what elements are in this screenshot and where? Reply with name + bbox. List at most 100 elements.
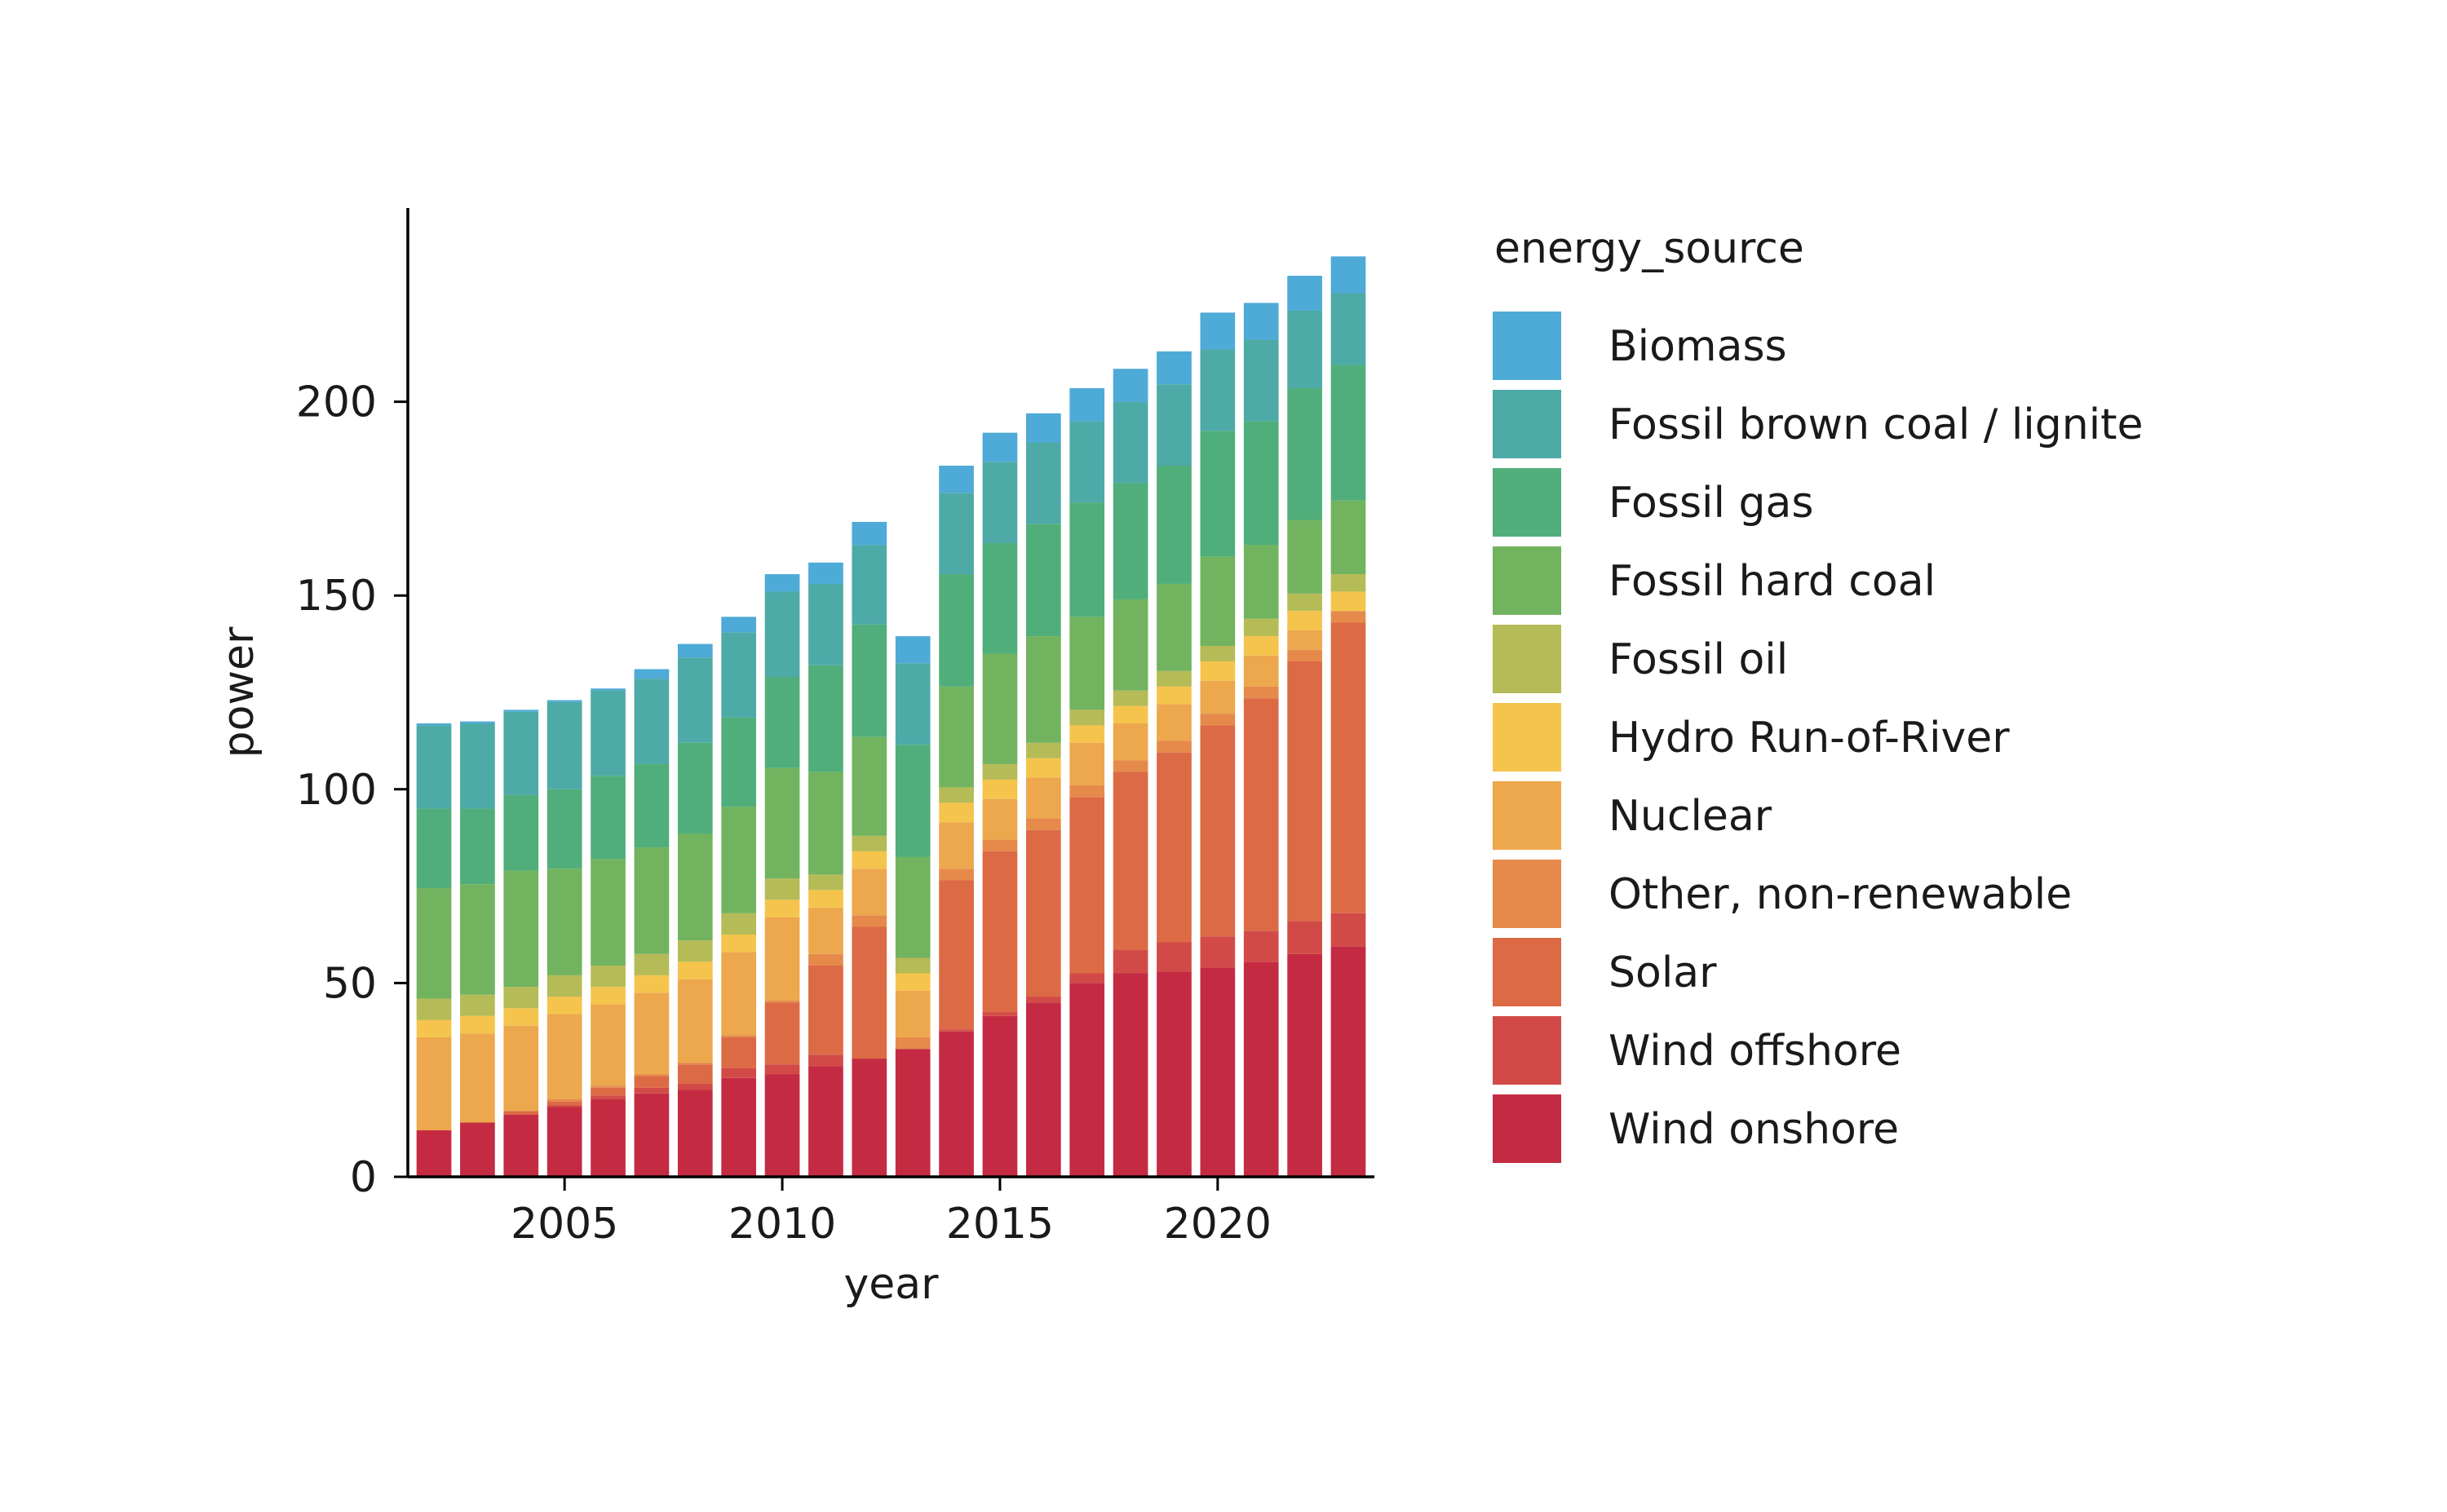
bar-segment xyxy=(546,975,582,997)
bar-segment xyxy=(721,1077,757,1177)
bar-segment xyxy=(416,1019,452,1037)
bar-segment xyxy=(1157,942,1192,972)
bar-segment xyxy=(677,1083,713,1090)
bar-segment xyxy=(1025,1002,1061,1177)
bar-segment xyxy=(764,917,800,1001)
bar-segment xyxy=(939,787,974,803)
bar-segment xyxy=(1243,931,1279,962)
bar-segment xyxy=(1157,351,1192,385)
bar-segment xyxy=(1243,618,1279,637)
bar-segment xyxy=(1287,953,1322,1177)
bar-segment xyxy=(503,1111,539,1115)
bar-segment xyxy=(1287,519,1322,594)
bar-segment xyxy=(1113,973,1148,1177)
bar-segment xyxy=(460,1033,495,1123)
bar-segment xyxy=(895,636,931,664)
bar-segment xyxy=(808,966,843,1055)
x-axis-label: year xyxy=(843,1260,939,1309)
bar-segment xyxy=(416,887,452,999)
bar-segment xyxy=(939,869,974,881)
bar-segment xyxy=(939,686,974,788)
bar-segment xyxy=(982,432,1018,462)
bar-segment xyxy=(677,1062,713,1065)
bar-segment xyxy=(1157,583,1192,671)
legend-title: energy_source xyxy=(1494,224,1804,273)
bar-segment xyxy=(503,710,539,712)
legend-label: Fossil gas xyxy=(1608,479,1813,528)
bar-segment xyxy=(591,1087,626,1096)
bar-segment xyxy=(1025,777,1061,819)
bar-segment xyxy=(1287,593,1322,612)
bar-segment xyxy=(852,915,887,927)
bar-segment xyxy=(634,763,670,848)
bar-segment xyxy=(982,462,1018,544)
bar-segment xyxy=(1287,276,1322,311)
bar-segment xyxy=(982,1015,1018,1177)
bar-segment xyxy=(546,1014,582,1099)
bar-segment xyxy=(1287,387,1322,520)
bar-segment xyxy=(677,657,713,743)
bar-segment xyxy=(1330,500,1366,575)
bar-segment xyxy=(503,1008,539,1026)
legend-swatch xyxy=(1493,938,1561,1006)
bar-segment xyxy=(1025,829,1061,997)
bar-segment xyxy=(1243,686,1279,699)
bar-segment xyxy=(1157,384,1192,466)
bar-segment xyxy=(1243,421,1279,546)
bar-segment xyxy=(721,913,757,935)
y-tick-label: 200 xyxy=(296,378,377,427)
bar-segment xyxy=(503,1114,539,1177)
bar-segment xyxy=(808,874,843,891)
bar-segment xyxy=(1330,611,1366,623)
bar-segment xyxy=(895,1037,931,1050)
bar-segment xyxy=(460,721,495,724)
bar-segment xyxy=(1025,524,1061,637)
bar-segment xyxy=(460,808,495,885)
axes-group: 2005 2010 2015 2020 0 50 100 150 200 xyxy=(296,208,1374,1249)
bar-segment xyxy=(503,870,539,988)
bar-segment xyxy=(1243,303,1279,340)
bar-segment xyxy=(460,1122,495,1177)
bar-segment xyxy=(1200,725,1236,937)
bar-segment xyxy=(808,907,843,954)
bar-segment xyxy=(808,1066,843,1177)
bar-segment xyxy=(634,975,670,993)
legend-swatch xyxy=(1493,1016,1561,1085)
bar-segment xyxy=(503,794,539,871)
bar-segment xyxy=(677,1064,713,1084)
bar-segment xyxy=(591,1099,626,1177)
bar-segment xyxy=(677,979,713,1063)
bar-segment xyxy=(895,856,931,958)
bar-segment xyxy=(982,839,1018,851)
bar-segment xyxy=(852,545,887,625)
bar-segment xyxy=(895,957,931,974)
bar-segment xyxy=(852,851,887,869)
bar-segment xyxy=(546,1107,582,1177)
bar-segment xyxy=(1330,591,1366,612)
bar-segment xyxy=(591,966,626,988)
bar-segment xyxy=(1069,797,1105,974)
bar-segment xyxy=(546,997,582,1015)
bar-segment xyxy=(852,736,887,836)
y-tick-label: 150 xyxy=(296,572,377,621)
bar-segment xyxy=(895,663,931,745)
legend-label: Wind onshore xyxy=(1608,1105,1899,1154)
bar-segment xyxy=(1069,725,1105,743)
bar-segment xyxy=(1113,369,1148,402)
bar-segment xyxy=(1287,921,1322,954)
bar-segment xyxy=(982,543,1018,654)
bar-segment xyxy=(939,466,974,493)
bar-segment xyxy=(808,583,843,665)
bar-segment xyxy=(1113,483,1148,599)
bar-segment xyxy=(1243,962,1279,1177)
bar-segment xyxy=(1243,698,1279,931)
bar-segment xyxy=(591,1004,626,1086)
bar-segment xyxy=(1069,785,1105,798)
bar-segment xyxy=(1069,421,1105,503)
bar-segment xyxy=(1200,312,1236,350)
legend-swatch xyxy=(1493,312,1561,380)
bar-segment xyxy=(634,669,670,679)
bar-segment xyxy=(852,926,887,1059)
bar-segment xyxy=(1287,310,1322,388)
bar-segment xyxy=(1113,690,1148,706)
